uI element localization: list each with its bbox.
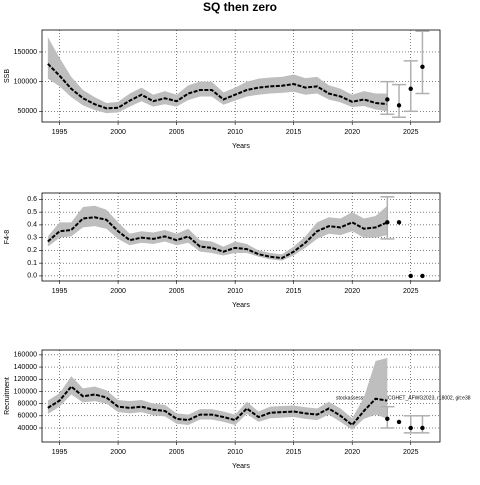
y-tick-label: 100000 [14,388,37,395]
point [396,419,402,425]
y-tick-label: 0.4 [27,222,37,229]
y-tick-label: 80000 [18,400,38,407]
y-tick-label: 150000 [14,49,37,56]
y-tick-label: 50000 [18,108,38,115]
chart-title: SQ then zero [203,0,277,14]
y-axis-label: Recruitment [4,377,11,415]
plot-frame [41,349,441,443]
point [396,220,402,225]
x-tick-label: 1995 [52,449,68,456]
confidence-band [47,357,388,430]
point [408,425,413,431]
x-tick-label: 2025 [403,449,419,456]
x-axis-label: Years [232,143,250,150]
point [420,425,425,431]
point [396,103,402,108]
point [408,273,413,279]
x-tick-label: 2025 [403,288,419,295]
x-tick-label: 1995 [52,288,68,295]
y-axis-label: SSB [4,69,11,83]
x-tick-label: 2010 [227,129,243,136]
x-tick-label: 2015 [286,288,302,295]
point [420,64,425,70]
y-tick-label: 60000 [18,413,38,420]
plot-frame [41,192,441,282]
x-tick-label: 2005 [169,449,185,456]
x-tick-label: 2025 [403,129,419,136]
x-tick-label: 2000 [110,129,126,136]
y-tick-label: 0.6 [27,196,37,203]
y-tick-label: 0.2 [27,247,37,254]
x-tick-label: 2000 [110,449,126,456]
x-tick-label: 2010 [227,288,243,295]
x-tick-label: 1995 [52,129,68,136]
estimate-line [47,385,388,427]
point [385,220,390,225]
y-axis-label: F4-8 [4,230,11,245]
y-tick-label: 120000 [14,376,37,383]
x-tick-label: 2005 [169,129,185,136]
point [385,97,390,102]
confidence-band [47,205,388,261]
x-tick-label: 2020 [344,129,360,136]
x-tick-label: 2020 [344,449,360,456]
annotation: stockassessment.org/NCGHET_AFWG2023, r18… [336,395,471,401]
y-tick-label: 100000 [14,78,37,85]
x-axis-label: Years [232,302,250,309]
x-tick-label: 2010 [227,449,243,456]
point [408,86,413,91]
y-tick-label: 0.0 [27,273,37,280]
plot-frame [41,29,441,123]
x-tick-label: 2005 [169,288,185,295]
y-tick-label: 160000 [14,352,37,359]
x-tick-label: 2015 [286,129,302,136]
point [385,416,390,422]
y-tick-label: 0.5 [27,209,37,216]
point [420,273,425,279]
estimate-line [47,63,388,110]
confidence-band [47,37,388,114]
y-tick-label: 0.3 [27,234,37,241]
x-tick-label: 2000 [110,288,126,295]
x-tick-label: 2015 [286,449,302,456]
x-axis-label: Years [232,463,250,470]
y-tick-label: 140000 [14,364,37,371]
y-tick-label: 0.1 [27,260,37,267]
y-tick-label: 40000 [18,425,38,432]
x-tick-label: 2020 [344,288,360,295]
